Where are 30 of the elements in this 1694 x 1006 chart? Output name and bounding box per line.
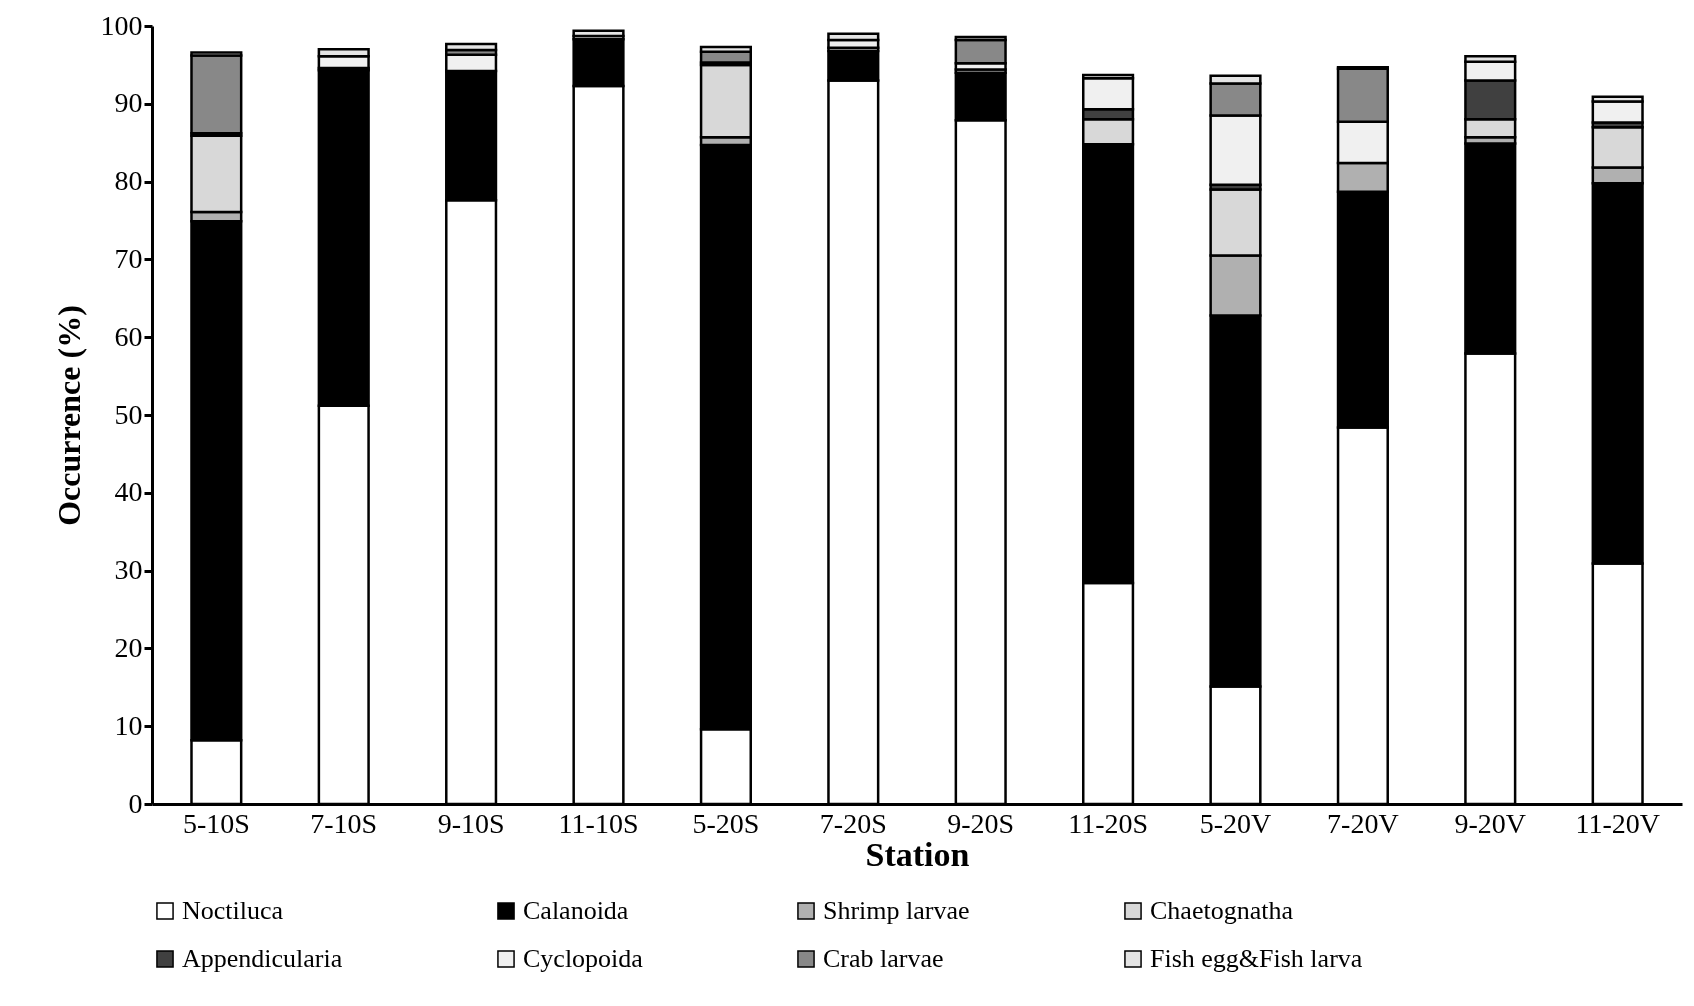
y-tick-label: 70 [114, 242, 143, 274]
legend-label: Calanoida [523, 896, 629, 925]
y-tick-label: 80 [114, 165, 143, 197]
y-tick-label: 50 [114, 398, 143, 430]
y-tick-label: 100 [100, 9, 143, 41]
legend-label: Crab larvae [823, 944, 944, 973]
x-tick-label: 9-20V [1454, 807, 1527, 839]
y-tick-label: 60 [114, 320, 143, 352]
x-tick-label: 11-20S [1068, 807, 1149, 839]
y-tick-label: 0 [128, 787, 143, 819]
x-tick-label: 11-10S [558, 807, 639, 839]
x-tick-label: 5-20V [1199, 807, 1272, 839]
y-axis-title: Occurrence (%) [50, 305, 87, 526]
y-tick-label: 20 [114, 631, 143, 663]
x-tick-label: 5-20S [692, 807, 760, 839]
x-tick-label: 7-10S [310, 807, 378, 839]
x-tick-label: 11-20V [1575, 807, 1660, 839]
legend-label: Shrimp larvae [823, 896, 970, 925]
y-tick-label: 30 [114, 554, 143, 586]
x-tick-label: 5-10S [182, 807, 250, 839]
y-tick-label: 40 [114, 476, 143, 508]
y-tick-label: 10 [114, 709, 143, 741]
x-tick-label: 9-10S [437, 807, 505, 839]
legend-label: Appendicularia [182, 944, 343, 973]
y-tick-label: 90 [114, 87, 143, 119]
x-tick-label: 7-20V [1327, 807, 1399, 839]
legend-label: Chaetognatha [1150, 896, 1294, 925]
legend-label: Noctiluca [182, 896, 284, 925]
legend-label: Fish egg&Fish larva [1150, 944, 1363, 973]
legend-label: Cyclopoida [523, 944, 644, 973]
